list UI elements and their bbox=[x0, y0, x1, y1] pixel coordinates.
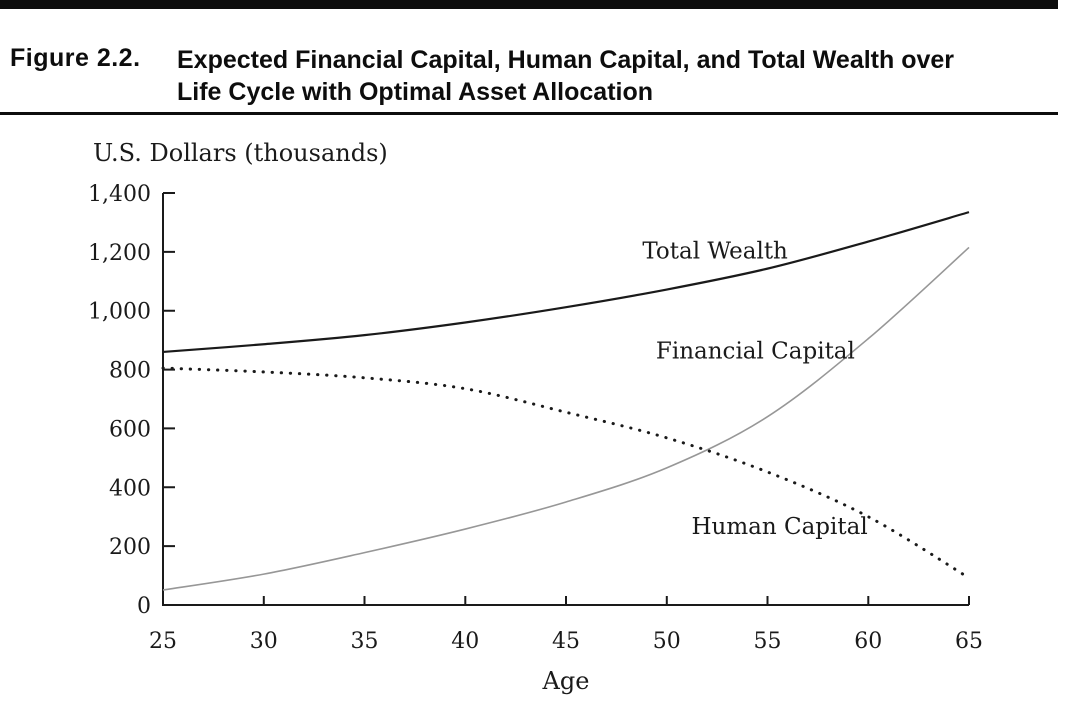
figure-label: Figure 2.2. bbox=[10, 44, 141, 72]
title-underline-rule bbox=[0, 112, 1058, 115]
series-line-financial-capital bbox=[162, 246, 970, 591]
y-tick-label: 800 bbox=[109, 359, 151, 384]
figure-title: Expected Financial Capital, Human Capita… bbox=[177, 44, 954, 108]
x-tick-label: 65 bbox=[955, 629, 983, 654]
series-label-human-capital: Human Capital bbox=[691, 514, 867, 540]
axes bbox=[162, 192, 970, 606]
series-line-human-capital bbox=[161, 366, 971, 580]
x-tick-label: 40 bbox=[451, 629, 479, 654]
y-axis-title: U.S. Dollars (thousands) bbox=[93, 139, 388, 167]
y-tick-label: 1,000 bbox=[88, 300, 151, 325]
figure-header: Figure 2.2. Expected Financial Capital, … bbox=[10, 44, 1058, 108]
x-tick-label: 25 bbox=[149, 629, 177, 654]
x-tick-label: 55 bbox=[754, 629, 782, 654]
y-tick-label: 200 bbox=[109, 535, 151, 560]
y-tick-label: 0 bbox=[137, 594, 151, 619]
y-tick-label: 600 bbox=[109, 417, 151, 442]
series-label-financial-capital: Financial Capital bbox=[656, 338, 855, 364]
x-tick-label: 30 bbox=[250, 629, 278, 654]
figure-title-line2: Life Cycle with Optimal Asset Allocation bbox=[177, 78, 654, 106]
series-line-total-wealth bbox=[162, 211, 970, 354]
figure-title-line1: Expected Financial Capital, Human Capita… bbox=[177, 46, 955, 74]
y-tick-label: 400 bbox=[109, 476, 151, 501]
x-tick-label: 35 bbox=[351, 629, 379, 654]
x-axis-title: Age bbox=[542, 667, 590, 695]
series-label-total-wealth: Total Wealth bbox=[642, 238, 788, 264]
x-tick-label: 60 bbox=[854, 629, 882, 654]
top-rule bbox=[0, 0, 1058, 9]
x-tick-label: 50 bbox=[653, 629, 681, 654]
x-tick-label: 45 bbox=[552, 629, 580, 654]
y-tick-label: 1,200 bbox=[88, 241, 151, 266]
y-tick-label: 1,400 bbox=[88, 182, 151, 207]
